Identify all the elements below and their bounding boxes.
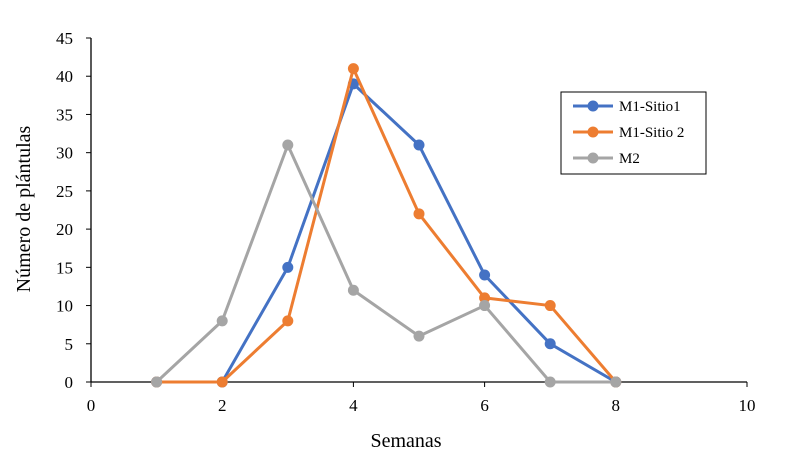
y-tick-label: 35 (56, 105, 73, 124)
legend-marker (587, 126, 599, 138)
legend-label: M2 (619, 151, 640, 167)
y-tick-label: 25 (56, 182, 73, 201)
data-point (544, 300, 556, 312)
data-point (544, 376, 556, 388)
y-tick-label: 40 (56, 67, 73, 86)
data-point (216, 376, 228, 388)
y-axis-title: Número de plántulas (13, 125, 35, 292)
legend-label: M1-Sitio1 (619, 99, 681, 115)
y-tick-label: 10 (56, 297, 73, 316)
data-point (479, 269, 491, 281)
data-point (151, 376, 163, 388)
data-point (479, 292, 491, 304)
data-point (347, 63, 359, 75)
series-line (155, 67, 618, 384)
series-1 (151, 78, 622, 388)
data-point (282, 315, 294, 327)
y-tick-label: 45 (56, 29, 73, 48)
data-point (479, 300, 491, 312)
y-tick-label: 20 (56, 220, 73, 239)
data-point (216, 315, 228, 327)
x-tick-label: 4 (349, 396, 358, 415)
x-tick-label: 8 (612, 396, 621, 415)
x-tick-label: 0 (87, 396, 96, 415)
legend-item: M2 (573, 151, 640, 167)
data-point (544, 338, 556, 350)
axes: 0 5 10 15 20 25 30 35 40 45 0 2 4 6 8 10 (56, 29, 756, 415)
y-tick-label: 30 (56, 144, 73, 163)
data-point (282, 139, 294, 151)
series-3 (151, 139, 622, 388)
x-axis-title: Semanas (370, 430, 441, 452)
series-line (155, 82, 618, 384)
x-tick-label: 10 (739, 396, 756, 415)
legend-marker (587, 152, 599, 164)
y-tick-label: 5 (65, 335, 74, 354)
legend-label: M1-Sitio 2 (619, 125, 684, 141)
series-layer (151, 63, 622, 388)
data-point (610, 376, 622, 388)
x-tick-label: 6 (480, 396, 489, 415)
legend-marker (587, 100, 599, 112)
data-point (413, 208, 425, 220)
data-point (413, 330, 425, 342)
series-line (155, 143, 618, 384)
data-point (413, 139, 425, 151)
x-tick-label: 2 (218, 396, 227, 415)
legend-item: M1-Sitio 2 (573, 125, 684, 141)
y-tick-label: 0 (65, 373, 74, 392)
legend: M1-Sitio1 M1-Sitio 2 M2 (560, 91, 707, 175)
legend-item: M1-Sitio1 (573, 99, 681, 115)
data-point (347, 284, 359, 296)
y-tick-label: 15 (56, 258, 73, 277)
data-point (282, 261, 294, 273)
